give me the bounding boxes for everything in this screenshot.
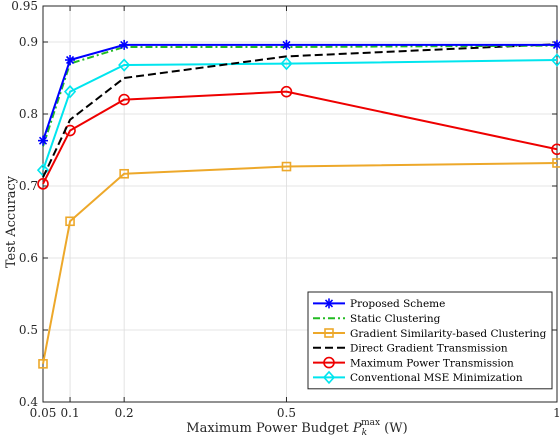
series-line [42,59,558,171]
legend-item: Static Clustering [313,313,441,325]
legend-item: Proposed Scheme [313,298,445,310]
data-point [37,178,49,190]
legend-label: Proposed Scheme [350,298,445,310]
series-line [42,90,558,185]
y-tick-label: 0.9 [19,35,38,49]
data-point [281,161,292,172]
legend-label: Maximum Power Transmission [350,357,514,369]
data-point [281,39,292,50]
x-tick-label: 1 [553,406,560,420]
x-tick-label: 0.05 [30,406,57,420]
y-axis-label: Test Accuracy [4,175,19,268]
legend-item: Maximum Power Transmission [313,356,514,369]
y-tick-label: 0.6 [19,251,38,265]
series-proposed-scheme [38,39,560,146]
series-line [42,161,558,365]
data-point [119,168,129,179]
y-tick-label: 0.7 [19,179,38,193]
x-axis-label-symbol: P [352,421,362,436]
x-axis-label-sup: max [361,418,380,428]
series-layer [36,39,560,369]
data-point [322,370,336,385]
legend-item: Conventional MSE Minimization [313,370,523,385]
data-point [38,135,48,146]
x-tick-label: 0.2 [115,406,134,420]
x-axis-label-sub: k [362,428,367,438]
data-point [552,158,560,168]
data-point [551,143,560,156]
series-direct-gradient-transmission [42,43,558,178]
legend-label: Gradient Similarity-based Clustering [350,328,547,340]
data-point [65,216,75,227]
data-point [63,84,77,99]
data-point [118,58,131,72]
series-gradient-similarity-based-clustering [38,158,560,369]
legend: Proposed Scheme Static Clustering Gradient… [307,291,553,390]
legend-label: Direct Gradient Transmission [350,343,508,355]
data-point [65,55,76,65]
y-tick-label: 0.5 [19,323,38,337]
series-static-clustering [42,44,558,147]
data-point [550,53,560,67]
data-point [552,39,560,50]
x-tick-label: 0.1 [61,406,80,420]
data-point [118,93,130,106]
data-point [324,298,334,309]
data-point [324,328,334,338]
y-tick-label: 0.95 [11,0,38,13]
grid [42,5,558,403]
series-maximum-power-transmission [37,85,560,190]
x-tick-label: 0.5 [277,406,296,420]
x-axis-label: Maximum Power Budget Pkmax (W) [186,418,407,438]
x-axis-label-unit: (W) [380,421,408,436]
y-tick-label: 0.8 [19,107,38,121]
data-point [119,39,130,50]
y-tick-label: 0.4 [19,395,38,409]
x-axis-label-main: Maximum Power Budget [186,421,353,436]
legend-item: Gradient Similarity-based Clustering [313,328,547,340]
series-conventional-mse-minimization [36,53,560,177]
series-line [42,44,558,147]
data-point [38,359,48,369]
data-point [323,356,335,369]
plot-frame [42,5,558,403]
axis-ticks: 0.05 0.1 0.2 0.5 1 0.4 0.5 0.6 0.7 0.8 0.9 0.95 [11,0,560,420]
axis-labels: Test Accuracy Maximum Power Budget Pkmax… [4,175,408,438]
legend-item: Direct Gradient Transmission [313,343,508,355]
legend-label: Conventional MSE Minimization [350,372,523,384]
series-line [42,43,558,178]
data-point [280,56,293,71]
data-point [280,85,293,98]
legend-label: Static Clustering [350,313,441,325]
legend-box [307,291,553,390]
